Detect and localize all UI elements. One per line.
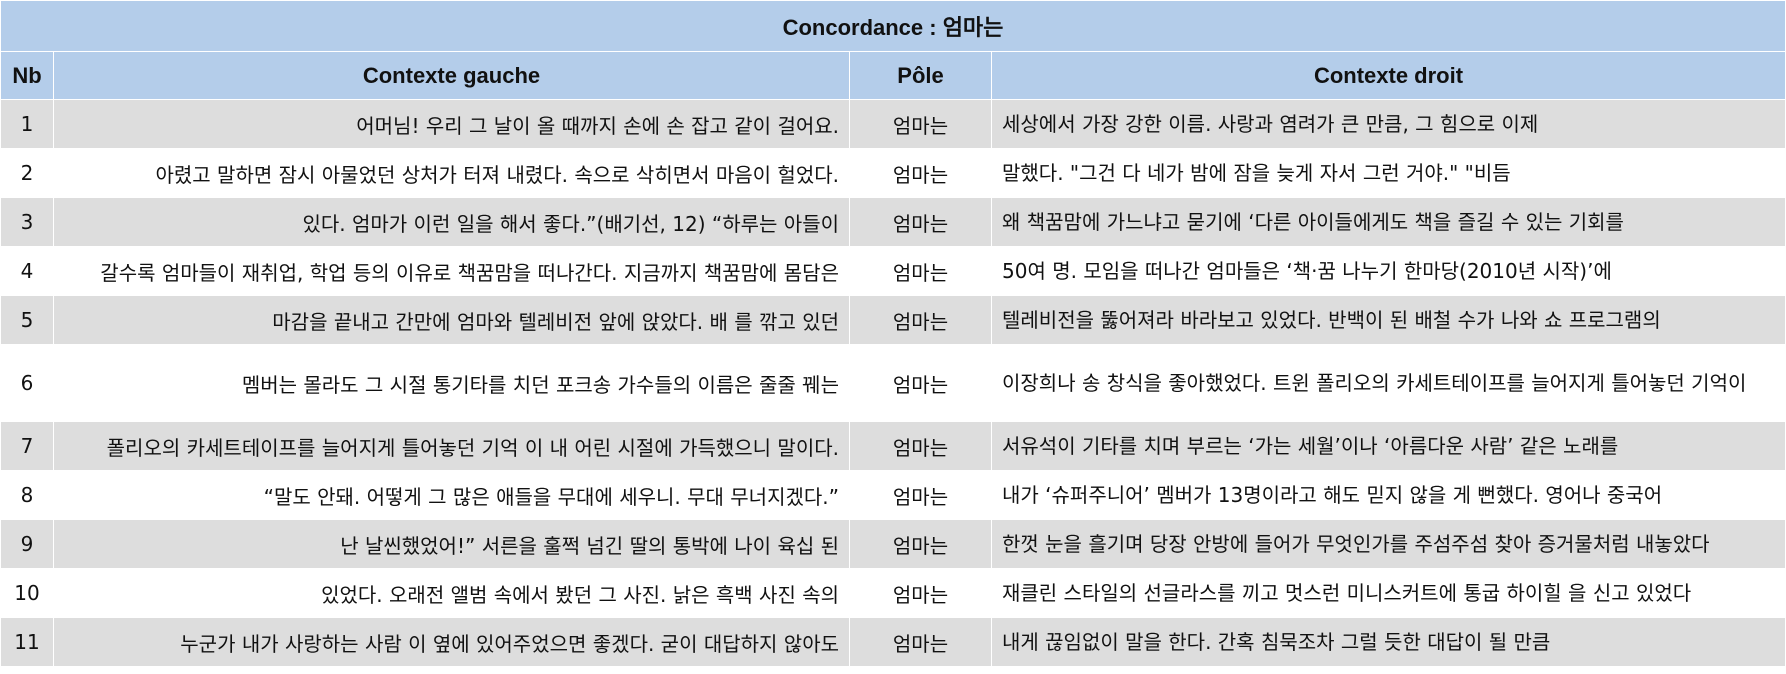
left-context: “말도 안돼. 어떻게 그 많은 애들을 무대에 세우니. 무대 무너지겠다.” xyxy=(53,470,850,520)
row-number: 2 xyxy=(0,148,54,198)
right-context: 이장희나 송 창식을 좋아했었다. 트윈 폴리오의 카세트테이프를 늘어지게 틀… xyxy=(991,344,1786,422)
left-context: 마감을 끝내고 간만에 엄마와 텔레비전 앞에 앉았다. 배 를 깎고 있던 xyxy=(53,295,850,345)
right-context: 내게 끊임없이 말을 한다. 간혹 침묵조차 그럴 듯한 대답이 될 만큼 xyxy=(991,617,1786,667)
row-number: 11 xyxy=(0,617,54,667)
left-context: 누군가 내가 사랑하는 사람 이 옆에 있어주었으면 좋겠다. 굳이 대답하지 … xyxy=(53,617,850,667)
column-header-right-context: Contexte droit xyxy=(991,51,1786,100)
pole-term: 엄마는 xyxy=(849,295,992,345)
table-row: 5 마감을 끝내고 간만에 엄마와 텔레비전 앞에 앉았다. 배 를 깎고 있던… xyxy=(0,295,1786,345)
table-row: 6 멤버는 몰라도 그 시절 통기타를 치던 포크송 가수들의 이름은 줄줄 꿰… xyxy=(0,344,1786,422)
table-row: 3 있다. 엄마가 이런 일을 해서 좋다.”(배기선, 12) “하루는 아들… xyxy=(0,197,1786,247)
right-context: 한껏 눈을 흘기며 당장 안방에 들어가 무엇인가를 주섬주섬 찾아 증거물처럼… xyxy=(991,519,1786,569)
left-context: 멤버는 몰라도 그 시절 통기타를 치던 포크송 가수들의 이름은 줄줄 꿰는 xyxy=(53,344,850,422)
right-context: 내가 ‘슈퍼주니어’ 멤버가 13명이라고 해도 믿지 않을 게 뻔했다. 영어… xyxy=(991,470,1786,520)
column-header-nb: Nb xyxy=(0,51,54,100)
right-context: 텔레비전을 뚫어져라 바라보고 있었다. 반백이 된 배철 수가 나와 쇼 프로… xyxy=(991,295,1786,345)
table-row: 7 폴리오의 카세트테이프를 늘어지게 틀어놓던 기억 이 내 어린 시절에 가… xyxy=(0,421,1786,471)
pole-term: 엄마는 xyxy=(849,148,992,198)
row-number: 1 xyxy=(0,99,54,149)
column-header-left-context: Contexte gauche xyxy=(53,51,850,100)
left-context: 난 날씬했었어!” 서른을 훌쩍 넘긴 딸의 통박에 나이 육십 된 xyxy=(53,519,850,569)
row-number: 9 xyxy=(0,519,54,569)
table-row: 1 어머님! 우리 그 날이 올 때까지 손에 손 잡고 같이 걸어요. 엄마는… xyxy=(0,99,1786,149)
row-number: 4 xyxy=(0,246,54,296)
pole-term: 엄마는 xyxy=(849,470,992,520)
left-context: 갈수록 엄마들이 재취업, 학업 등의 이유로 책꿈맘을 떠나간다. 지금까지 … xyxy=(53,246,850,296)
pole-term: 엄마는 xyxy=(849,519,992,569)
table-row: 10 있었다. 오래전 앨범 속에서 봤던 그 사진. 낡은 흑백 사진 속의 … xyxy=(0,568,1786,618)
table-row: 2 아렸고 말하면 잠시 아물었던 상처가 터져 내렸다. 속으로 삭히면서 마… xyxy=(0,148,1786,198)
left-context: 있다. 엄마가 이런 일을 해서 좋다.”(배기선, 12) “하루는 아들이 xyxy=(53,197,850,247)
pole-term: 엄마는 xyxy=(849,99,992,149)
left-context: 아렸고 말하면 잠시 아물었던 상처가 터져 내렸다. 속으로 삭히면서 마음이… xyxy=(53,148,850,198)
left-context: 있었다. 오래전 앨범 속에서 봤던 그 사진. 낡은 흑백 사진 속의 xyxy=(53,568,850,618)
table-row: 9 난 날씬했었어!” 서른을 훌쩍 넘긴 딸의 통박에 나이 육십 된 엄마는… xyxy=(0,519,1786,569)
pole-term: 엄마는 xyxy=(849,197,992,247)
right-context: 세상에서 가장 강한 이름. 사랑과 염려가 큰 만큼, 그 힘으로 이제 xyxy=(991,99,1786,149)
row-number: 8 xyxy=(0,470,54,520)
pole-term: 엄마는 xyxy=(849,617,992,667)
right-context: 50여 명. 모임을 떠나간 엄마들은 ‘책·꿈 나누기 한마당(2010년 시… xyxy=(991,246,1786,296)
pole-term: 엄마는 xyxy=(849,344,992,422)
row-number: 7 xyxy=(0,421,54,471)
column-header-pole: Pôle xyxy=(849,51,992,100)
row-number: 10 xyxy=(0,568,54,618)
right-context: 서유석이 기타를 치며 부르는 ‘가는 세월’이나 ‘아름다운 사람’ 같은 노… xyxy=(991,421,1786,471)
right-context: 말했다. "그건 다 네가 밤에 잠을 늦게 자서 그런 거야." "비듬 xyxy=(991,148,1786,198)
pole-term: 엄마는 xyxy=(849,421,992,471)
left-context: 어머님! 우리 그 날이 올 때까지 손에 손 잡고 같이 걸어요. xyxy=(53,99,850,149)
right-context: 재클린 스타일의 선글라스를 끼고 멋스런 미니스커트에 통굽 하이힐 을 신고… xyxy=(991,568,1786,618)
table-row: 4 갈수록 엄마들이 재취업, 학업 등의 이유로 책꿈맘을 떠나간다. 지금까… xyxy=(0,246,1786,296)
left-context: 폴리오의 카세트테이프를 늘어지게 틀어놓던 기억 이 내 어린 시절에 가득했… xyxy=(53,421,850,471)
row-number: 6 xyxy=(0,344,54,422)
row-number: 5 xyxy=(0,295,54,345)
table-title: Concordance : 엄마는 xyxy=(0,0,1786,52)
right-context: 왜 책꿈맘에 가느냐고 묻기에 ‘다른 아이들에게도 책을 즐길 수 있는 기회… xyxy=(991,197,1786,247)
table-row: 8 “말도 안돼. 어떻게 그 많은 애들을 무대에 세우니. 무대 무너지겠다… xyxy=(0,470,1786,520)
pole-term: 엄마는 xyxy=(849,246,992,296)
table-row: 11 누군가 내가 사랑하는 사람 이 옆에 있어주었으면 좋겠다. 굳이 대답… xyxy=(0,617,1786,667)
pole-term: 엄마는 xyxy=(849,568,992,618)
row-number: 3 xyxy=(0,197,54,247)
